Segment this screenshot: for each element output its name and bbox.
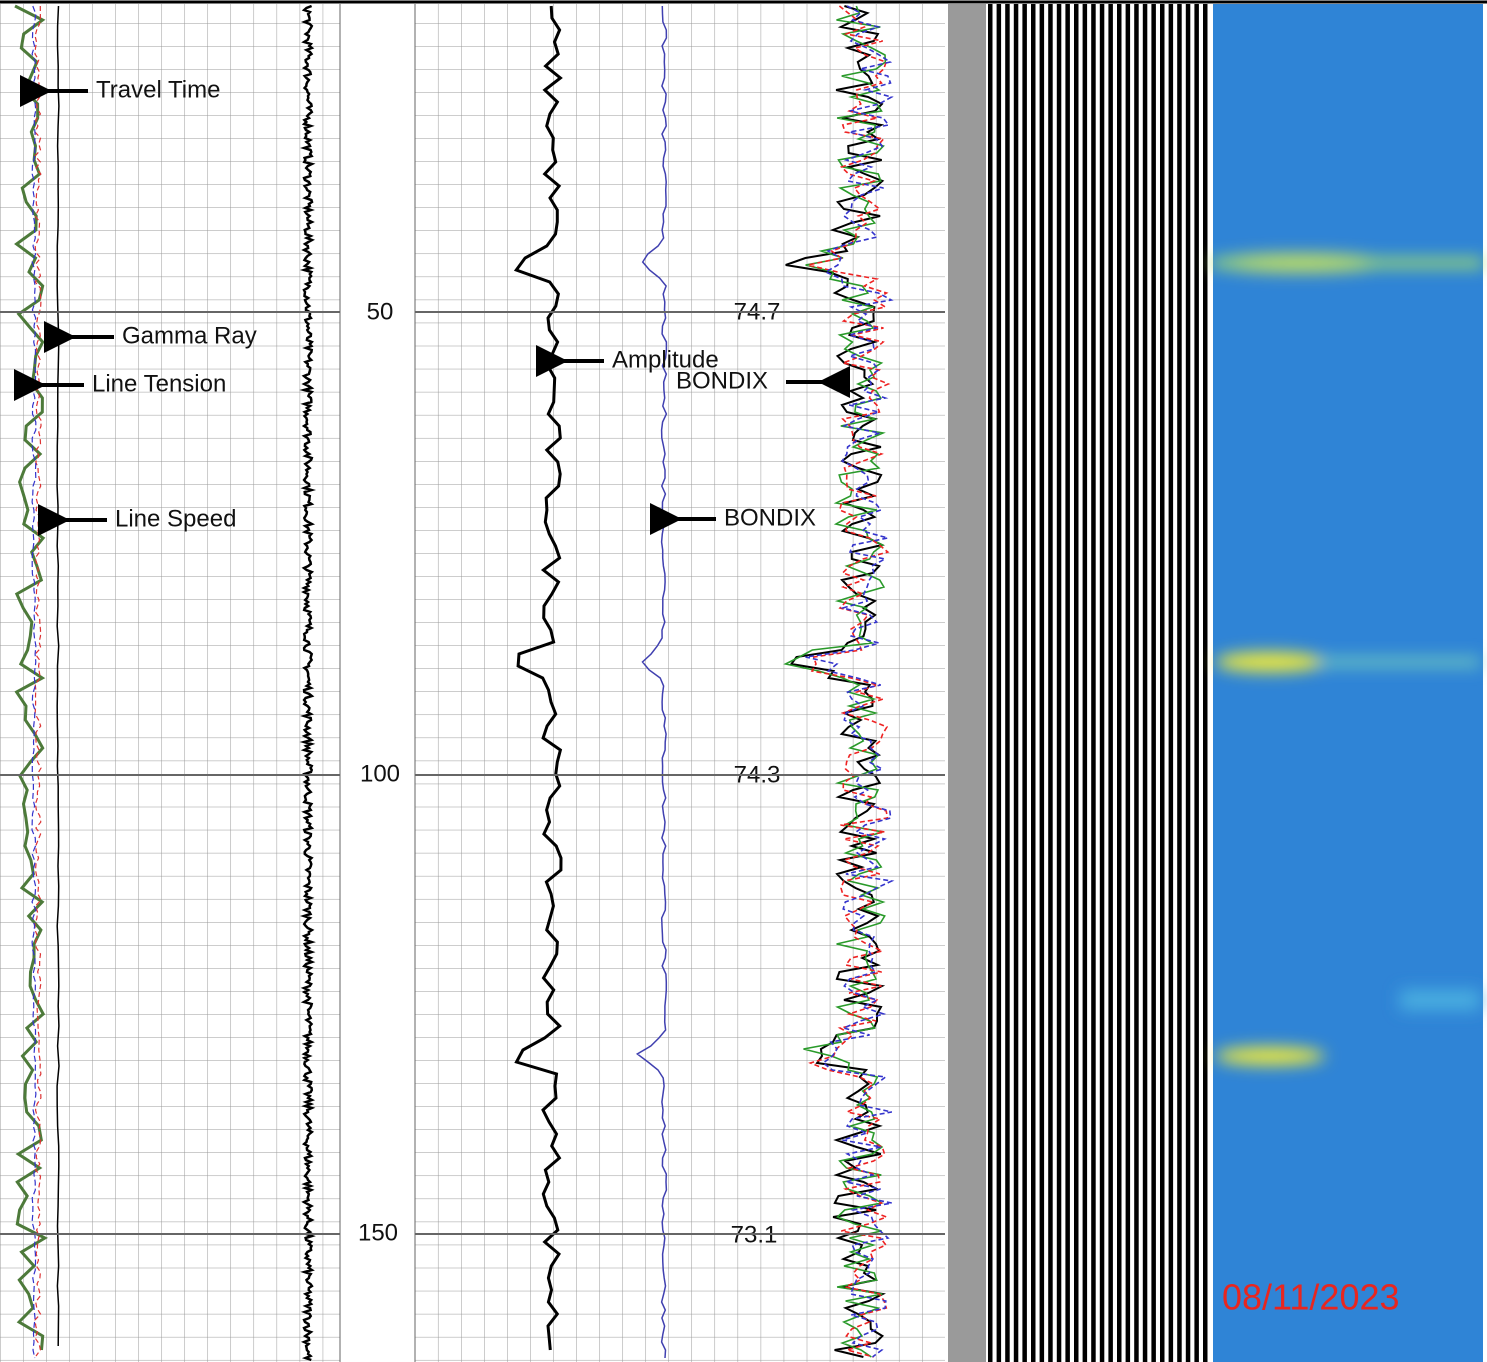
vdl-stripe [1074, 4, 1079, 1362]
curve-label: BONDIX [724, 504, 816, 531]
cement-highlights [1210, 254, 1483, 1065]
curve-label: Line Speed [115, 505, 236, 532]
log-curve [299, 4, 317, 1362]
vdl-stripe [1168, 4, 1174, 1362]
depth-label: 50 [367, 298, 394, 325]
highlight [1215, 1047, 1325, 1065]
highlight [1215, 652, 1325, 672]
log-curve [805, 5, 895, 1358]
vdl-stripe [1031, 4, 1036, 1362]
log-curve [31, 5, 37, 1359]
track1-grid [0, 4, 340, 1362]
highlight [1320, 657, 1480, 667]
vdl-stripe [988, 4, 993, 1362]
highlight [1400, 990, 1480, 1010]
log-curve [14, 4, 48, 1351]
curve-label: Gamma Ray [122, 322, 257, 349]
curve-label: Amplitude [612, 346, 719, 373]
log-curve [635, 5, 668, 1359]
depth-label: 100 [360, 760, 400, 787]
vdl-stripe [1099, 4, 1105, 1362]
curve-label: BONDIX [676, 367, 768, 394]
vdl-stripe [1082, 4, 1088, 1362]
vdl-noise [948, 4, 986, 1362]
vdl-stripe [996, 4, 1002, 1362]
curves [14, 4, 895, 1362]
vdl-stripe [1108, 4, 1113, 1362]
vdl-stripe [1160, 4, 1165, 1362]
vdl-stripe [1039, 4, 1045, 1362]
vdl-stripe [1056, 4, 1062, 1362]
log-curve [783, 5, 887, 1358]
vdl-stripe [1013, 4, 1019, 1362]
vdl-stripe [1142, 4, 1148, 1362]
log-curve [513, 5, 563, 1351]
vdl-stripe [1185, 4, 1191, 1362]
vdl-stripe [1134, 4, 1139, 1362]
depth-label: 150 [358, 1219, 398, 1246]
vdl-stripe [1022, 4, 1027, 1362]
vdl-stripe [1194, 4, 1199, 1362]
date: 08/11/2023 [1222, 1277, 1400, 1318]
vdl [988, 4, 1208, 1362]
vdl-stripe [1177, 4, 1182, 1362]
vdl-stripe [1151, 4, 1156, 1362]
vdl-stripe [1117, 4, 1122, 1362]
highlight [1213, 258, 1483, 268]
vdl-stripe [1091, 4, 1096, 1362]
log-curve [34, 6, 42, 1357]
log-curve [807, 5, 891, 1358]
log-curve [56, 5, 60, 1347]
vdl-stripe [1203, 4, 1208, 1362]
curve-label: Travel Time [96, 76, 220, 103]
vdl-stripe [1005, 4, 1010, 1362]
curve-label: Line Tension [92, 370, 226, 397]
cement-map [1213, 4, 1483, 1362]
vdl-stripe [1125, 4, 1131, 1362]
vdl-stripe [1065, 4, 1070, 1362]
vdl-stripe [1048, 4, 1053, 1362]
arrows [13, 75, 850, 536]
